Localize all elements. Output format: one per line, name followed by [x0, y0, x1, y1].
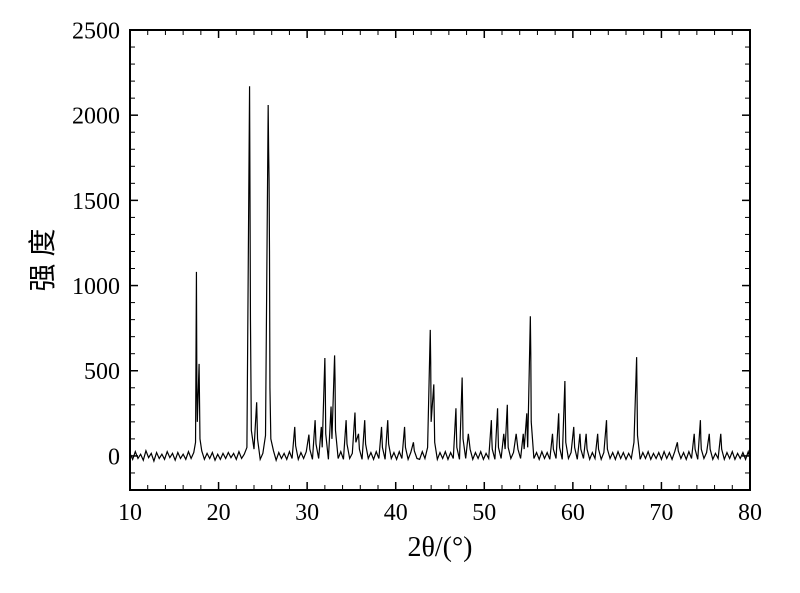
xrd-chart: 10 20 30 40 50 60 70 80 0 500 1000 1500 2000 2500 2θ/(… [0, 0, 800, 588]
x-tick-label: 80 [738, 500, 762, 526]
y-axis-label: 强 度 [27, 228, 59, 291]
y-tick-label: 0 [108, 444, 120, 470]
y-tick-label: 2000 [72, 104, 120, 130]
y-tick-label: 2500 [72, 18, 120, 44]
x-tick-label: 50 [472, 500, 496, 526]
x-tick-label: 60 [561, 500, 585, 526]
chart-svg: 10 20 30 40 50 60 70 80 0 500 1000 1500 2000 2500 2θ/(… [0, 0, 800, 588]
x-tick-label: 30 [295, 500, 319, 526]
y-tick-label: 1000 [72, 274, 120, 300]
y-tick-label: 1500 [72, 189, 120, 215]
x-tick-label: 10 [118, 500, 142, 526]
x-axis-label: 2θ/(°) [407, 532, 472, 563]
x-tick-label: 40 [384, 500, 408, 526]
x-tick-label: 20 [207, 500, 231, 526]
y-tick-label: 500 [84, 359, 120, 385]
x-tick-label: 70 [649, 500, 673, 526]
